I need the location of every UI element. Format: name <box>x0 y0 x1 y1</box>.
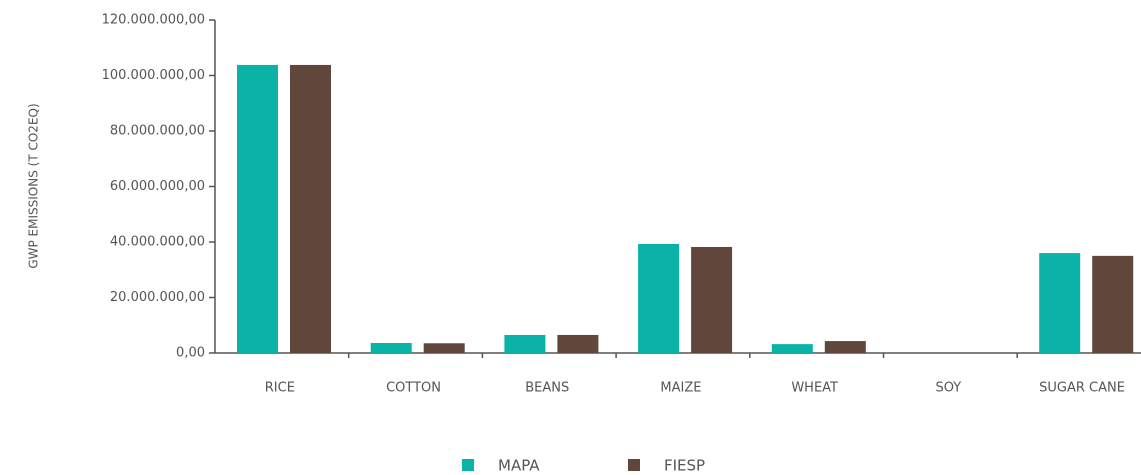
bar <box>237 64 278 353</box>
x-tick-label: BEANS <box>525 381 569 396</box>
y-tick-label: 0,00 <box>176 346 205 361</box>
y-tick-label: 60.000.000,00 <box>110 179 205 194</box>
bar <box>771 344 813 353</box>
bar <box>370 343 412 353</box>
legend-swatch <box>628 459 640 471</box>
bar <box>557 334 599 353</box>
bar <box>423 343 465 353</box>
bar <box>504 334 546 353</box>
x-tick-label: COTTON <box>386 381 441 396</box>
legend-label: MAPA <box>498 457 540 475</box>
bar <box>290 64 331 353</box>
legend-label: FIESP <box>664 457 705 475</box>
bar <box>1092 255 1134 353</box>
y-tick-label: 80.000.000,00 <box>110 124 205 139</box>
legend-swatch <box>462 459 474 471</box>
bar <box>638 243 680 353</box>
bar <box>1039 253 1081 353</box>
x-tick-label: SUGAR CANE <box>1039 381 1125 396</box>
y-tick-label: 40.000.000,00 <box>110 235 205 250</box>
y-tick-label: 100.000.000,00 <box>102 68 205 83</box>
bar <box>824 341 866 353</box>
y-tick-label: 20.000.000,00 <box>110 290 205 305</box>
y-tick-label: 120.000.000,00 <box>102 13 205 28</box>
x-tick-label: MAIZE <box>660 381 701 396</box>
x-tick-label: WHEAT <box>791 381 838 396</box>
y-axis-label: GWP EMISSIONS (T CO2EQ) <box>27 103 41 268</box>
x-tick-label: SOY <box>935 381 961 396</box>
bar <box>691 246 733 353</box>
x-tick-label: RICE <box>265 381 295 396</box>
